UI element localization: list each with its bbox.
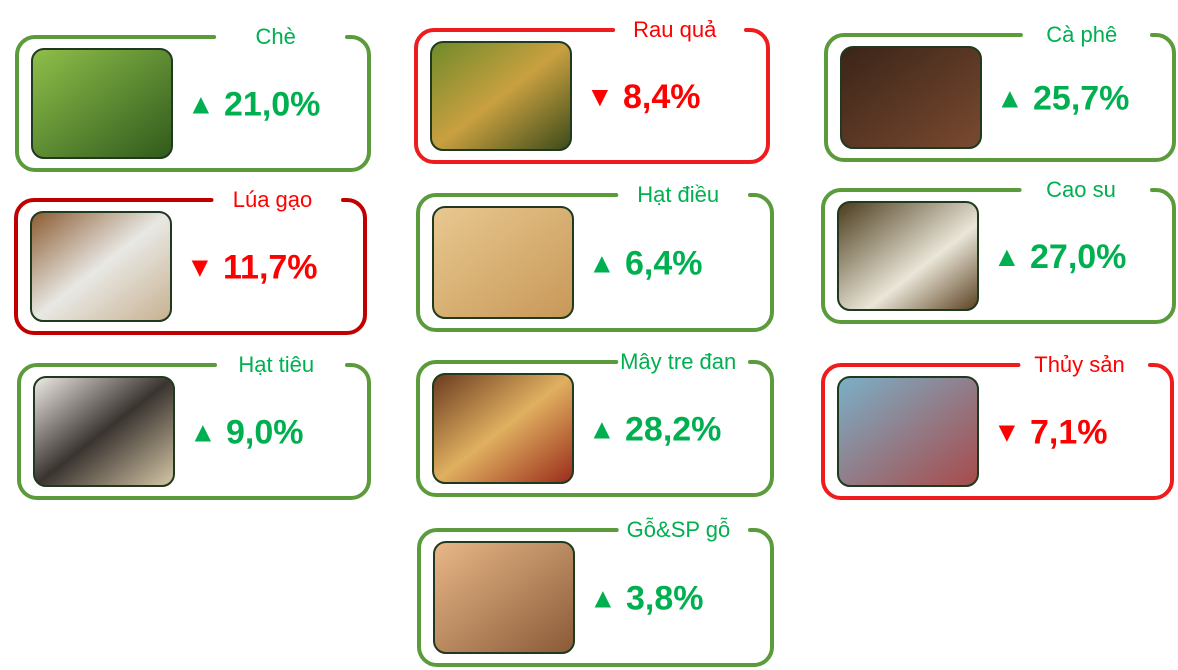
card-border — [824, 33, 1176, 162]
card: Mây tre đan ▲ 28,2% — [416, 349, 774, 497]
card-photo — [840, 46, 982, 149]
card-photo — [430, 41, 572, 151]
card-photo — [33, 376, 175, 487]
card-label: Rau quả — [633, 17, 717, 42]
change-value: 7,1% — [1030, 414, 1108, 452]
card: Chè ▲ 21,0% — [15, 24, 371, 172]
card-border — [414, 28, 770, 164]
card-border — [17, 363, 371, 500]
card-photo — [432, 373, 574, 484]
card-photo — [837, 376, 979, 487]
trend-arrow: ▼ — [993, 417, 1021, 448]
change-value: 27,0% — [1030, 238, 1126, 276]
card-label: Thủy sản — [1034, 352, 1125, 377]
card-label: Chè — [256, 24, 296, 49]
card: Cao su ▲ 27,0% — [821, 177, 1176, 324]
card: Gỗ&SP gỗ ▲ 3,8% — [417, 517, 774, 667]
change-value: 25,7% — [1033, 80, 1129, 118]
trend-arrow: ▲ — [993, 241, 1021, 272]
card-photo — [31, 48, 173, 159]
card-label: Hạt điều — [637, 182, 719, 207]
card-border — [416, 193, 774, 332]
card-border — [416, 360, 774, 497]
card-photo — [837, 201, 979, 311]
trend-arrow: ▲ — [996, 83, 1024, 114]
change-value: 3,8% — [626, 580, 704, 618]
card: Rau quả ▼ 8,4% — [414, 17, 770, 164]
change-value: 6,4% — [625, 245, 703, 283]
card-border — [821, 363, 1174, 500]
card: Lúa gạo ▼ 11,7% — [14, 187, 367, 335]
trend-arrow: ▼ — [586, 81, 614, 112]
change-value: 21,0% — [224, 86, 320, 124]
card-label: Cà phê — [1046, 22, 1117, 47]
trend-arrow: ▼ — [186, 252, 214, 283]
change-value: 8,4% — [623, 78, 701, 116]
card: Cà phê ▲ 25,7% — [824, 22, 1176, 162]
card-photo — [433, 541, 575, 654]
trend-arrow: ▲ — [187, 89, 215, 120]
card: Hạt tiêu ▲ 9,0% — [17, 352, 371, 500]
card-label: Gỗ&SP gỗ — [627, 517, 731, 542]
card-photo — [30, 211, 172, 322]
change-value: 28,2% — [625, 411, 721, 449]
change-value: 9,0% — [226, 414, 304, 452]
card-border — [821, 188, 1176, 324]
trend-arrow: ▲ — [589, 583, 617, 614]
card: Hạt điều ▲ 6,4% — [416, 182, 774, 332]
card-label: Mây tre đan — [620, 349, 736, 374]
card-border — [14, 198, 367, 335]
card-label: Lúa gạo — [233, 187, 313, 212]
trend-arrow: ▲ — [588, 248, 616, 279]
trend-arrow: ▲ — [588, 414, 616, 445]
card-photo — [432, 206, 574, 319]
change-value: 11,7% — [223, 249, 318, 287]
card: Thủy sản ▼ 7,1% — [821, 352, 1174, 500]
card-border — [417, 528, 774, 667]
trend-arrow: ▲ — [189, 417, 217, 448]
card-label: Hạt tiêu — [238, 352, 314, 377]
card-border — [15, 35, 371, 172]
card-label: Cao su — [1046, 177, 1116, 202]
